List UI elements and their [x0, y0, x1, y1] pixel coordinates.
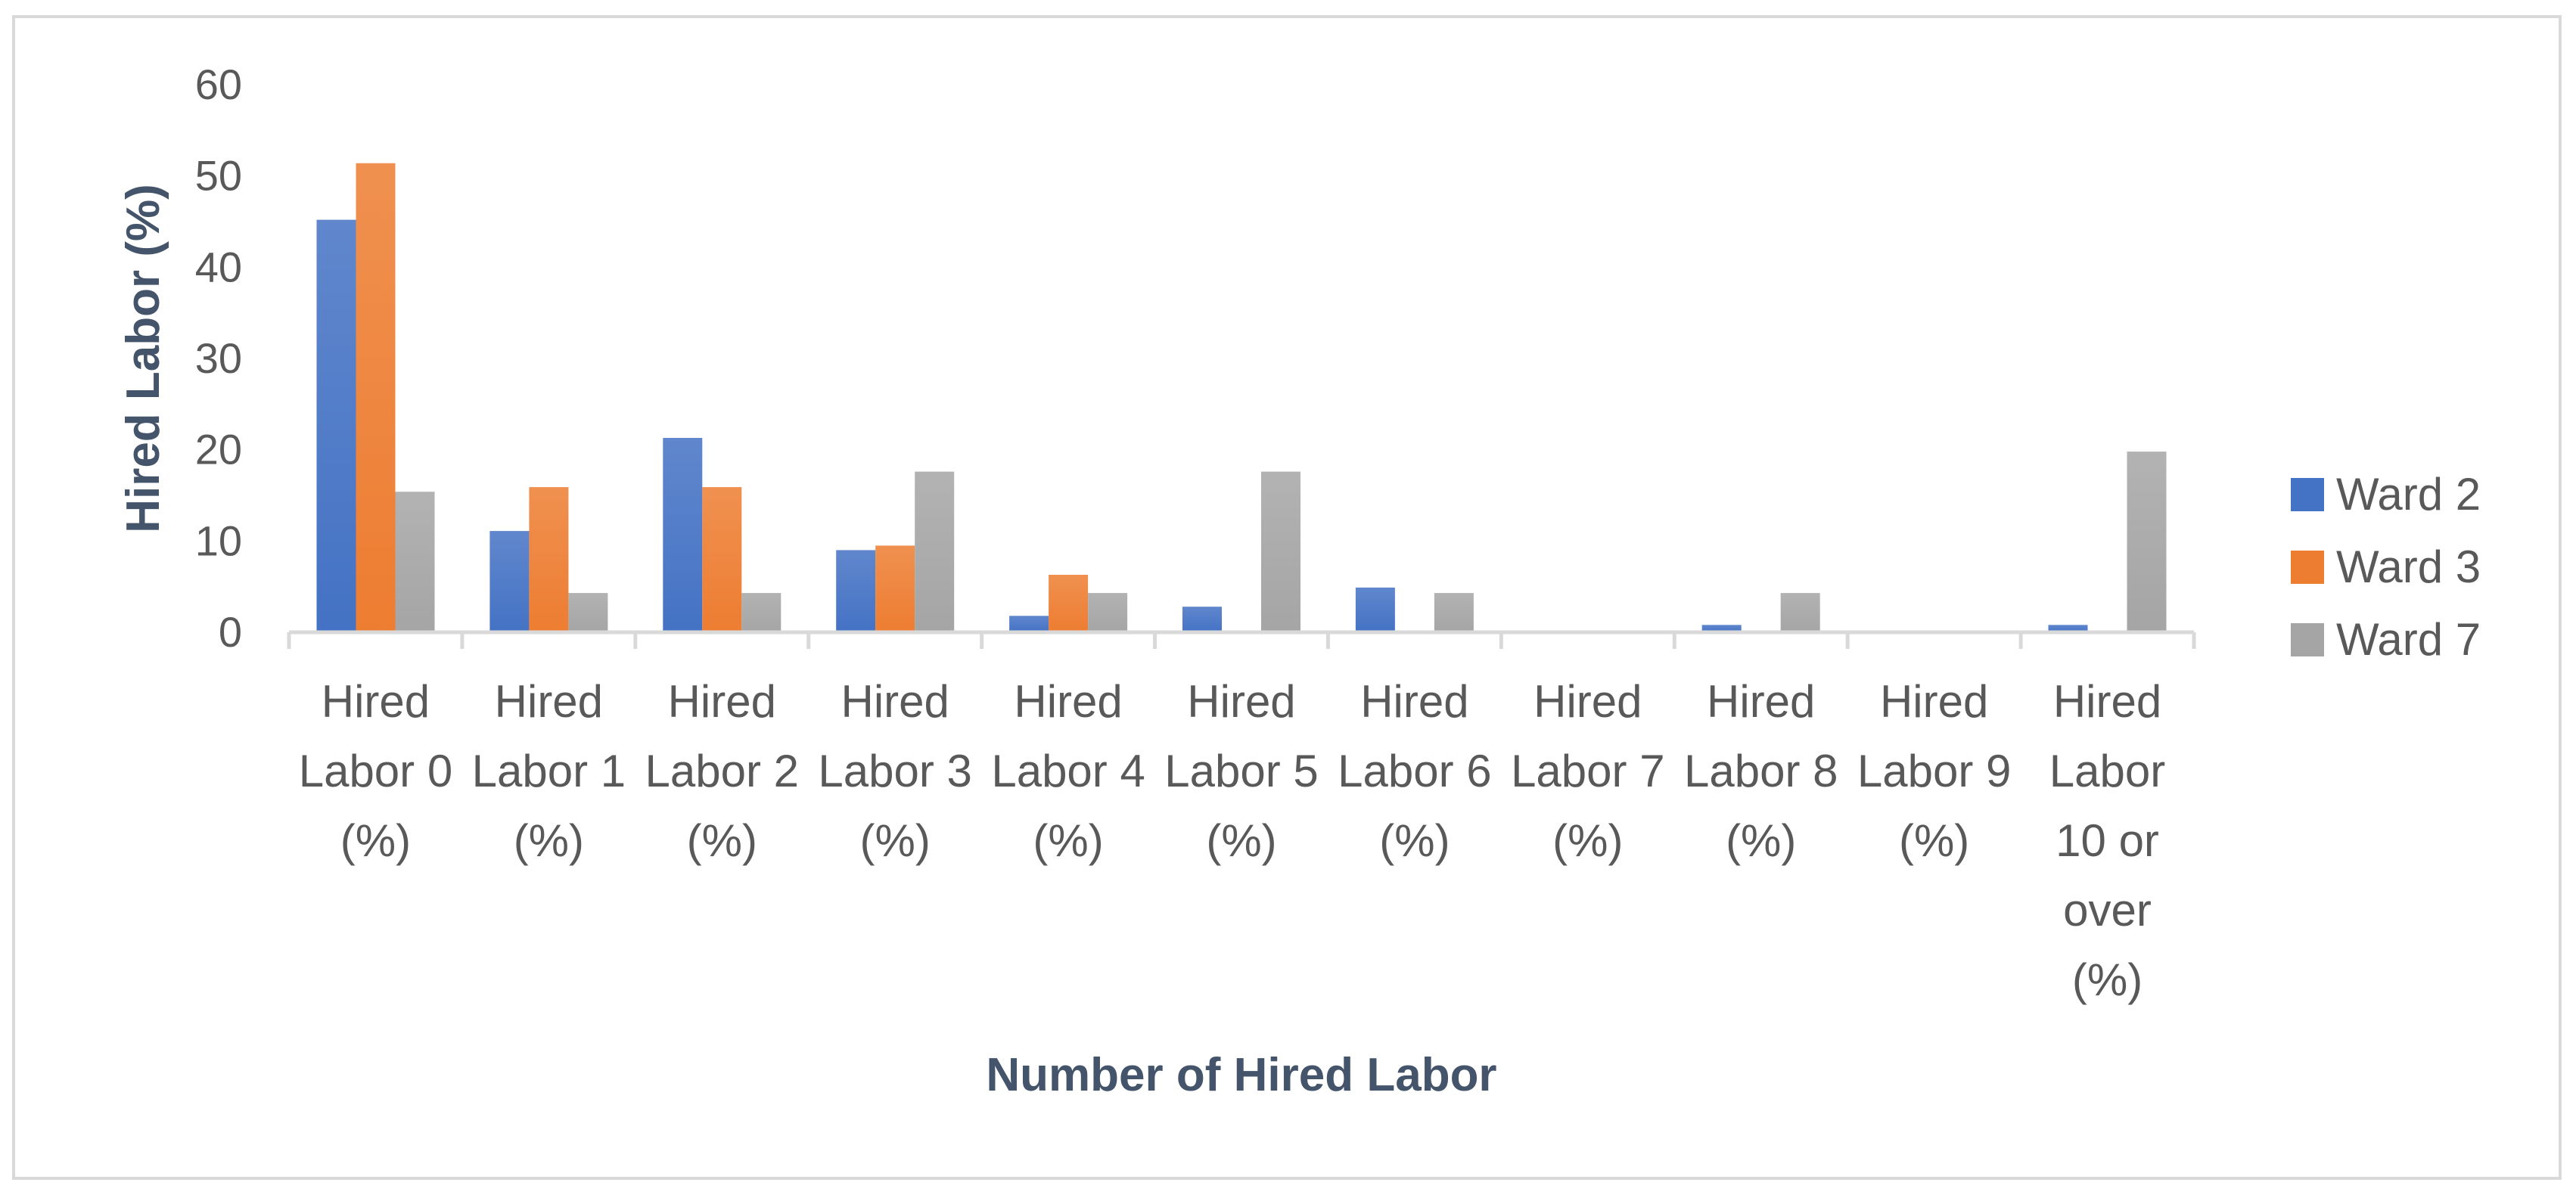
- bar-ward-3-1: [529, 487, 569, 632]
- bar-ward-7-10: [2127, 452, 2167, 632]
- legend-label-ward-3: Ward 3: [2336, 542, 2481, 592]
- x-category-label: Hired Labor 2 (%): [645, 676, 800, 866]
- legend-label-ward-7: Ward 7: [2336, 614, 2481, 665]
- y-tick-label: 50: [195, 152, 242, 200]
- x-category-label: Hired Labor 6 (%): [1338, 676, 1492, 866]
- bars-layer: [316, 163, 2167, 633]
- x-category-label: Hired Labor 5 (%): [1164, 676, 1319, 866]
- bar-ward-2-3: [836, 550, 876, 632]
- bar-ward-7-2: [741, 593, 782, 632]
- bar-ward-2-10: [2048, 625, 2088, 632]
- bar-ward-2-0: [316, 219, 356, 633]
- bar-ward-3-4: [1049, 575, 1089, 632]
- y-tick-labels: 0 10 20 30 40 50 60: [195, 61, 242, 656]
- bar-ward-7-1: [568, 593, 608, 632]
- y-axis-title: Hired Labor (%): [117, 184, 169, 533]
- bar-ward-7-4: [1088, 593, 1128, 632]
- bar-ward-2-4: [1009, 616, 1049, 632]
- bar-chart: Hired Labor 0 (%)Hired Labor 1 (%)Hired Labor…: [117, 61, 2481, 1101]
- x-category-label: Hired Labor 1 (%): [472, 676, 626, 866]
- legend-swatch-ward-2: [2291, 478, 2324, 511]
- bar-ward-7-8: [1780, 593, 1820, 632]
- y-tick-label: 0: [219, 608, 242, 656]
- bar-ward-2-5: [1182, 607, 1222, 632]
- x-category-label: Hired Labor 10 or over (%): [2049, 676, 2165, 1005]
- bar-ward-2-8: [1701, 625, 1742, 632]
- x-category-label: Hired Labor 0 (%): [299, 676, 453, 866]
- x-axis-title: Number of Hired Labor: [986, 1049, 1496, 1101]
- bar-ward-7-5: [1261, 471, 1300, 632]
- bar-ward-3-2: [702, 487, 742, 632]
- y-tick-label: 10: [195, 517, 242, 564]
- x-category-label: Hired Labor 7 (%): [1511, 676, 1665, 866]
- bar-ward-7-0: [395, 492, 435, 632]
- bar-ward-2-1: [489, 531, 530, 632]
- x-category-label: Hired Labor 9 (%): [1857, 676, 2012, 866]
- y-tick-label: 30: [195, 334, 242, 382]
- bar-ward-7-6: [1434, 593, 1474, 632]
- x-category-label: Hired Labor 4 (%): [991, 676, 1145, 866]
- bar-ward-7-3: [915, 471, 955, 632]
- bar-ward-3-3: [875, 545, 915, 632]
- axes-layer: [287, 630, 2196, 649]
- y-tick-label: 20: [195, 426, 242, 473]
- x-category-labels: Hired Labor 0 (%)Hired Labor 1 (%)Hired Labor…: [299, 676, 2166, 1005]
- chart-frame: Hired Labor 0 (%) Hired Labor 1 (%) Hired Labor…: [12, 15, 2562, 1180]
- y-tick-label: 40: [195, 243, 242, 290]
- x-category-label: Hired Labor 8 (%): [1684, 676, 1838, 866]
- bar-ward-2-2: [663, 438, 703, 632]
- legend-swatch-ward-3: [2291, 551, 2324, 584]
- x-category-label: Hired Labor 3 (%): [818, 676, 972, 866]
- bar-ward-2-6: [1355, 587, 1395, 632]
- y-tick-label: 60: [195, 61, 242, 108]
- legend-swatch-ward-7: [2291, 623, 2324, 656]
- bar-ward-3-0: [356, 163, 396, 633]
- legend: Ward 2 Ward 3 Ward 7: [2291, 469, 2481, 665]
- legend-label-ward-2: Ward 2: [2336, 469, 2481, 520]
